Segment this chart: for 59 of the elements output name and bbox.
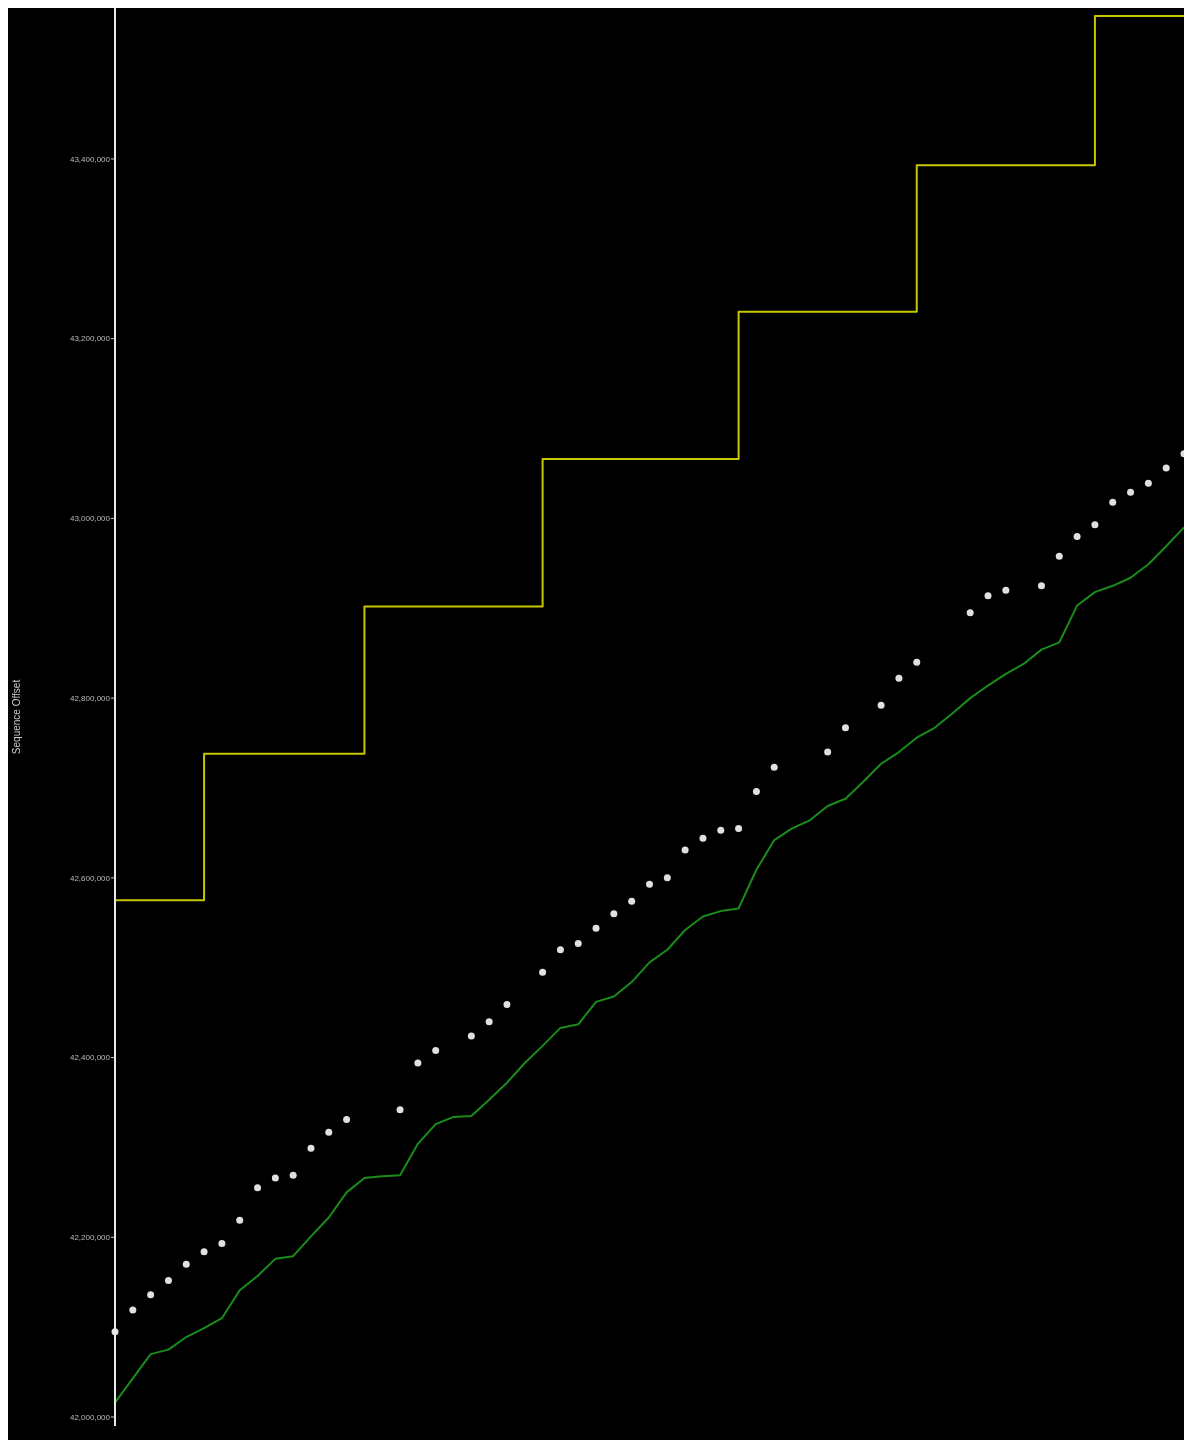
- point: [503, 1001, 511, 1009]
- point: [1109, 498, 1117, 506]
- point: [147, 1291, 155, 1299]
- point: [646, 880, 653, 888]
- point: [1002, 586, 1010, 594]
- point: [1144, 479, 1152, 487]
- y-tick-label: 42,200,000: [69, 1233, 111, 1243]
- point: [271, 1174, 279, 1182]
- point: [1162, 464, 1170, 472]
- y-tick-label: 43,000,000: [69, 514, 111, 524]
- point: [984, 592, 992, 600]
- point: [182, 1260, 190, 1268]
- y-tick-label: 42,400,000: [69, 1053, 111, 1063]
- point: [877, 701, 885, 709]
- point: [735, 824, 743, 832]
- point: [289, 1171, 297, 1179]
- point: [574, 939, 582, 947]
- point: [1091, 521, 1099, 529]
- point: [1055, 552, 1063, 560]
- point: [966, 609, 974, 617]
- y-axis-title: Sequence Offset: [11, 679, 22, 755]
- point: [164, 1276, 172, 1284]
- point: [1073, 532, 1081, 540]
- y-tick-label: 43,200,000: [69, 334, 111, 344]
- point: [200, 1248, 208, 1256]
- point: [681, 846, 689, 854]
- y-tick-label: 42,600,000: [69, 873, 111, 883]
- point: [770, 763, 778, 771]
- point: [1037, 582, 1045, 590]
- point: [236, 1216, 244, 1224]
- y-tick-label: 42,000,000: [69, 1412, 111, 1422]
- line-series: [114, 526, 1184, 1404]
- point: [539, 968, 547, 976]
- point: [485, 1018, 493, 1026]
- point: [610, 910, 618, 918]
- point: [129, 1306, 137, 1314]
- y-tick-label: 42,800,000: [69, 693, 111, 703]
- point: [343, 1116, 351, 1124]
- point: [396, 1106, 404, 1114]
- point: [592, 924, 600, 932]
- point: [467, 1032, 475, 1040]
- y-tick-label: 43,400,000: [69, 154, 111, 164]
- point: [752, 788, 760, 796]
- point: [414, 1059, 422, 1067]
- point: [628, 897, 636, 905]
- point: [841, 724, 849, 732]
- point: [717, 826, 725, 834]
- point: [913, 658, 921, 666]
- point: [432, 1046, 440, 1054]
- point: [895, 674, 903, 682]
- point: [307, 1144, 315, 1152]
- point: [1127, 488, 1135, 496]
- point: [218, 1240, 226, 1248]
- point: [556, 946, 564, 954]
- point: [663, 874, 671, 882]
- point: [824, 748, 832, 756]
- point: [699, 834, 707, 842]
- point: [325, 1128, 333, 1136]
- point: [254, 1184, 262, 1192]
